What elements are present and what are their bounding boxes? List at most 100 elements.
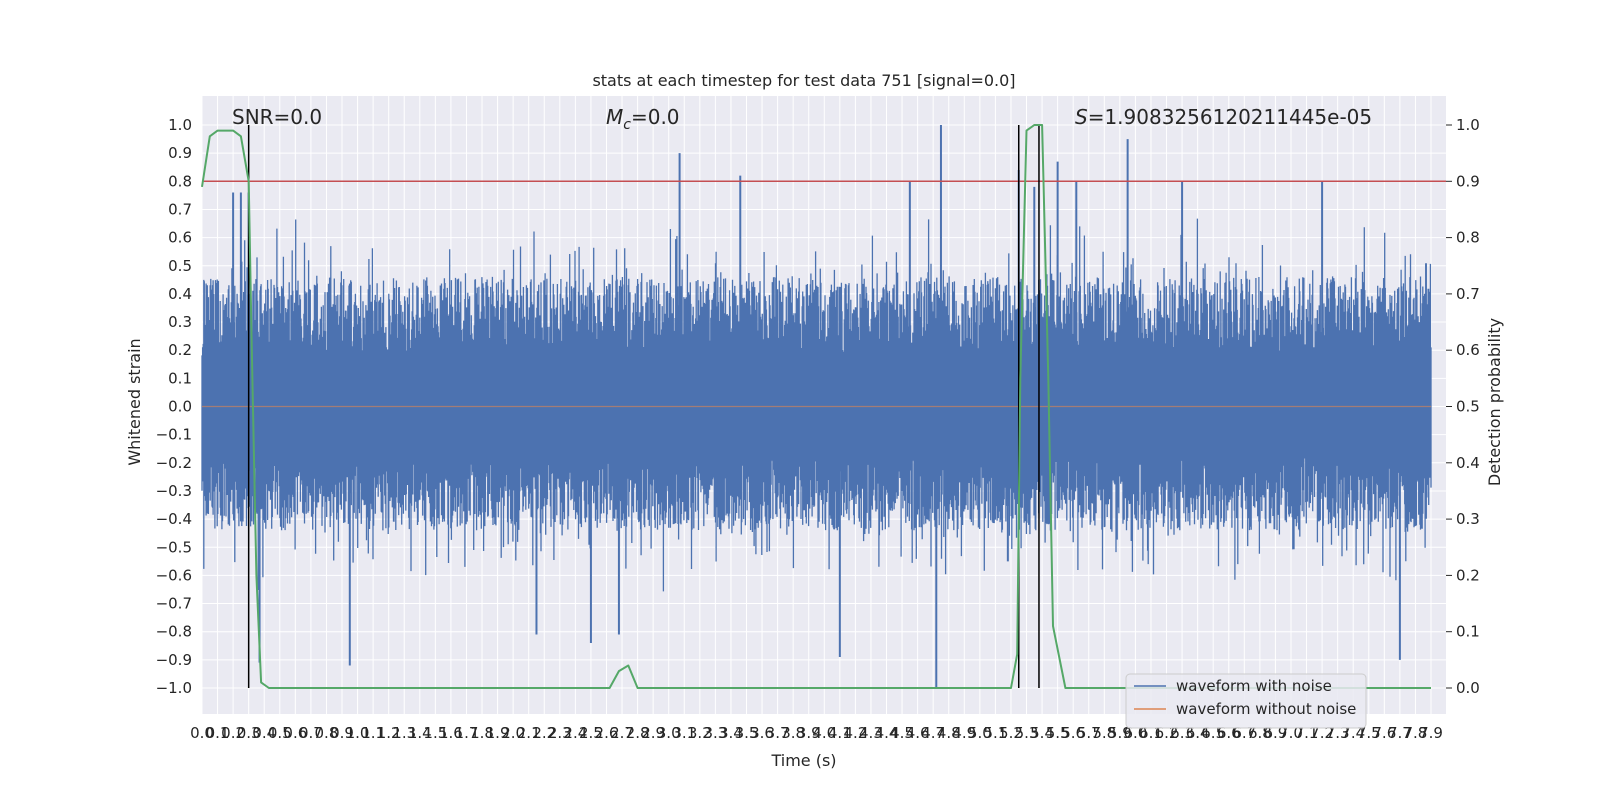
x-tick-label: 3.5 [735,724,759,742]
x-tick-label: 0.9 [330,724,354,742]
x-tick-label: 2.0 [501,724,525,742]
y2-tick-label: 0.8 [1456,229,1480,247]
x-tick-label: 4.6 [906,724,930,742]
x-tick-label: 3.4 [719,724,743,742]
x-tick-label: 3.8 [781,724,805,742]
x-tick-label: 5.3 [1015,724,1039,742]
x-tick-label: 5.5 [1046,724,1070,742]
x-tick-label: 4.7 [921,724,945,742]
y-tick-label: −0.9 [156,651,192,669]
x-tick-label: 1.4 [408,724,432,742]
x-tick-label: 0.6 [283,724,307,742]
x-tick-label: 0.0 [190,724,214,742]
legend: waveform with noise waveform without noi… [1125,673,1367,729]
x-tick-label: 5.2 [999,724,1023,742]
x-tick-label: 3.1 [672,724,696,742]
x-axis-label: Time (s) [770,751,836,770]
y2-tick-label: 1.0 [1456,116,1480,134]
y-tick-label: −0.8 [156,623,192,641]
x-tick-label: 5.0 [968,724,992,742]
x-tick-label: 2.1 [517,724,541,742]
y-tick-label: −0.3 [156,482,192,500]
x-tick-label: 4.3 [859,724,883,742]
x-tick-label: 3.7 [766,724,790,742]
snr-annotation: SNR=0.0 [232,105,322,129]
y-tick-label: 0.1 [168,369,192,387]
x-tick-label: 4.2 [843,724,867,742]
x-tick-label: 0.7 [299,724,323,742]
x-tick-label: 4.1 [828,724,852,742]
legend-label-without-noise: waveform without noise [1176,700,1356,718]
x-tick-label: 0.8 [315,724,339,742]
y-tick-label: −0.5 [156,538,192,556]
x-tick-label: 5.6 [1061,724,1085,742]
x-tick-label: 7.6 [1372,724,1396,742]
y2-tick-label: 0.9 [1456,172,1480,190]
x-tick-label: 2.7 [610,724,634,742]
y-tick-label: 0.9 [168,144,192,162]
y-tick-label: 0.2 [168,341,192,359]
x-tick-label: 3.2 [688,724,712,742]
y2-axis-label: Detection probability [1485,318,1504,486]
y-tick-label: 0.4 [168,285,192,303]
s-annotation: S=1.9083256120211445e-05 [1075,105,1372,129]
x-tick-label: 2.3 [548,724,572,742]
x-tick-label: 1.0 [346,724,370,742]
x-tick-label: 0.2 [221,724,245,742]
y-tick-label: 0.8 [168,172,192,190]
x-tick-label: 2.2 [532,724,556,742]
x-tick-label: 7.7 [1388,724,1412,742]
x-tick-label: 1.6 [439,724,463,742]
y-tick-label: 0.5 [168,257,192,275]
noise-trace [201,218,1432,592]
y-axis-label: Whitened strain [125,338,144,465]
x-tick-label: 7.8 [1404,724,1428,742]
y2-tick-label: 0.7 [1456,285,1480,303]
y2-tick-label: 0.4 [1456,454,1480,472]
x-tick-label: 5.4 [1030,724,1054,742]
detection-probability-line [201,124,1431,689]
x-tick-label: 5.8 [1092,724,1116,742]
x-tick-label: 2.6 [595,724,619,742]
x-tick-label: 0.1 [206,724,230,742]
chirp-mass-annotation: Mc=0.0 [606,105,680,133]
x-tick-label: 1.1 [361,724,385,742]
x-tick-label: 2.8 [626,724,650,742]
x-tick-label: 5.1 [983,724,1007,742]
y2-tick-label: 0.2 [1456,566,1480,584]
y2-tick-label: 0.3 [1456,510,1480,528]
x-tick-label: 1.9 [486,724,510,742]
x-tick-label: 1.8 [470,724,494,742]
x-tick-label: 0.5 [268,724,292,742]
y-tick-label: 0.6 [168,229,192,247]
y2-tick-label: 0.6 [1456,341,1480,359]
x-tick-label: 7.9 [1419,724,1443,742]
x-tick-label: 1.2 [377,724,401,742]
x-tick-label: 2.9 [641,724,665,742]
x-tick-label: 4.9 [952,724,976,742]
x-tick-label: 5.7 [1077,724,1101,742]
x-tick-label: 7.5 [1357,724,1381,742]
y2-tick-label: 0.1 [1456,623,1480,641]
y-tick-label: −0.7 [156,595,192,613]
x-tick-label: 3.6 [750,724,774,742]
x-tick-label: 3.3 [703,724,727,742]
y-tick-label: 0.3 [168,313,192,331]
y-tick-label: 0.0 [168,398,192,416]
x-tick-label: 1.3 [392,724,416,742]
x-tick-label: 3.0 [657,724,681,742]
chart-title: stats at each timestep for test data 751… [592,71,1015,90]
y-tick-label: −0.2 [156,454,192,472]
x-tick-label: 1.5 [423,724,447,742]
x-tick-label: 4.0 [812,724,836,742]
y2-tick-label: 0.0 [1456,679,1480,697]
y-tick-label: 1.0 [168,116,192,134]
x-tick-label: 1.7 [455,724,479,742]
y-tick-label: −0.6 [156,566,192,584]
x-tick-label: 4.4 [875,724,899,742]
y-tick-label: −0.4 [156,510,192,528]
x-tick-label: 0.4 [252,724,276,742]
y2-tick-label: 0.5 [1456,398,1480,416]
x-tick-label: 2.4 [563,724,587,742]
